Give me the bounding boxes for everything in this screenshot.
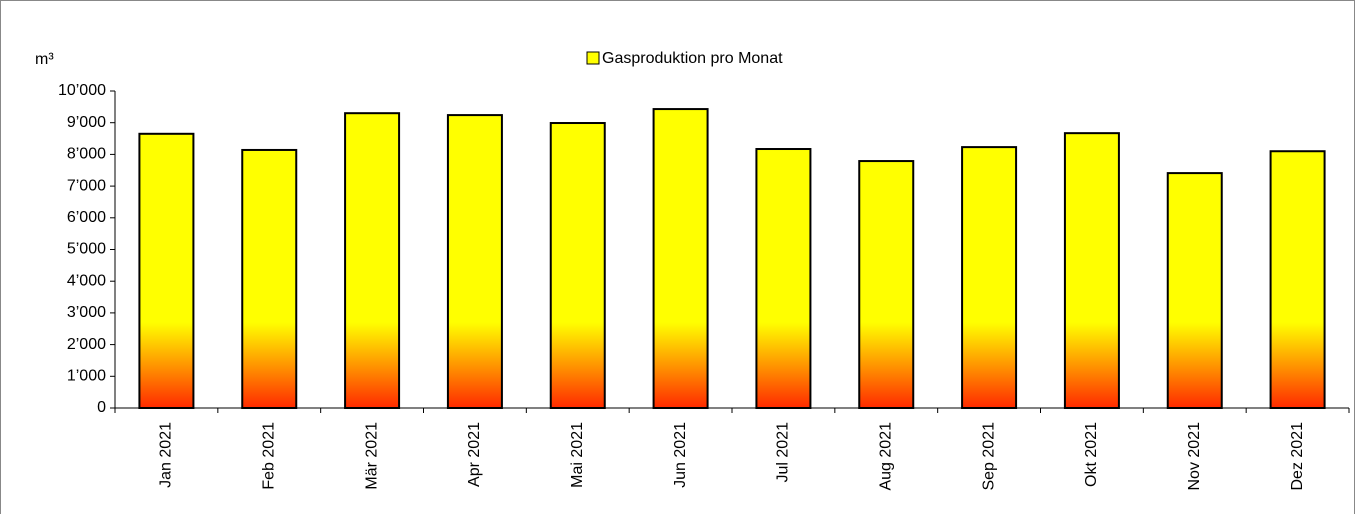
bar — [1063, 132, 1120, 409]
y-tick-label: 9’000 — [67, 114, 106, 131]
legend-swatch — [586, 51, 600, 65]
bar — [241, 148, 298, 409]
bar — [652, 108, 709, 409]
x-tick-label: Aug 2021 — [877, 422, 894, 491]
legend-label: Gasproduktion pro Monat — [602, 50, 783, 67]
bar — [549, 122, 606, 409]
x-tick-label: Mär 2021 — [363, 422, 380, 490]
x-tick-label: Mai 2021 — [569, 422, 586, 488]
x-tick-label: Jan 2021 — [158, 422, 175, 488]
bar — [858, 160, 915, 409]
y-tick-label: 8’000 — [67, 146, 106, 163]
y-axis-label: m³ — [35, 51, 54, 68]
x-tick-label: Apr 2021 — [466, 422, 483, 487]
y-tick-label: 3’000 — [67, 304, 106, 321]
y-tick-label: 10’000 — [58, 82, 106, 99]
bar — [1269, 150, 1326, 409]
y-tick-label: 4’000 — [67, 272, 106, 289]
bar — [961, 146, 1018, 409]
x-tick-label: Jul 2021 — [775, 422, 792, 483]
y-tick-label: 7’000 — [67, 177, 106, 194]
x-tick-label: Jun 2021 — [672, 422, 689, 488]
bar — [344, 112, 401, 409]
bar — [1166, 172, 1223, 409]
x-tick-label: Okt 2021 — [1083, 422, 1100, 487]
bar — [755, 148, 812, 410]
x-tick-label: Nov 2021 — [1186, 422, 1203, 491]
y-tick-label: 1’000 — [67, 368, 106, 385]
x-tick-label: Sep 2021 — [980, 422, 997, 491]
x-tick-label: Feb 2021 — [260, 422, 277, 490]
y-tick-label: 5’000 — [67, 241, 106, 258]
bar — [138, 132, 195, 409]
x-tick-label: Dez 2021 — [1289, 422, 1306, 491]
bar — [446, 114, 503, 409]
y-tick-label: 6’000 — [67, 209, 106, 226]
y-tick-label: 0 — [97, 399, 106, 416]
y-tick-label: 2’000 — [67, 336, 106, 353]
